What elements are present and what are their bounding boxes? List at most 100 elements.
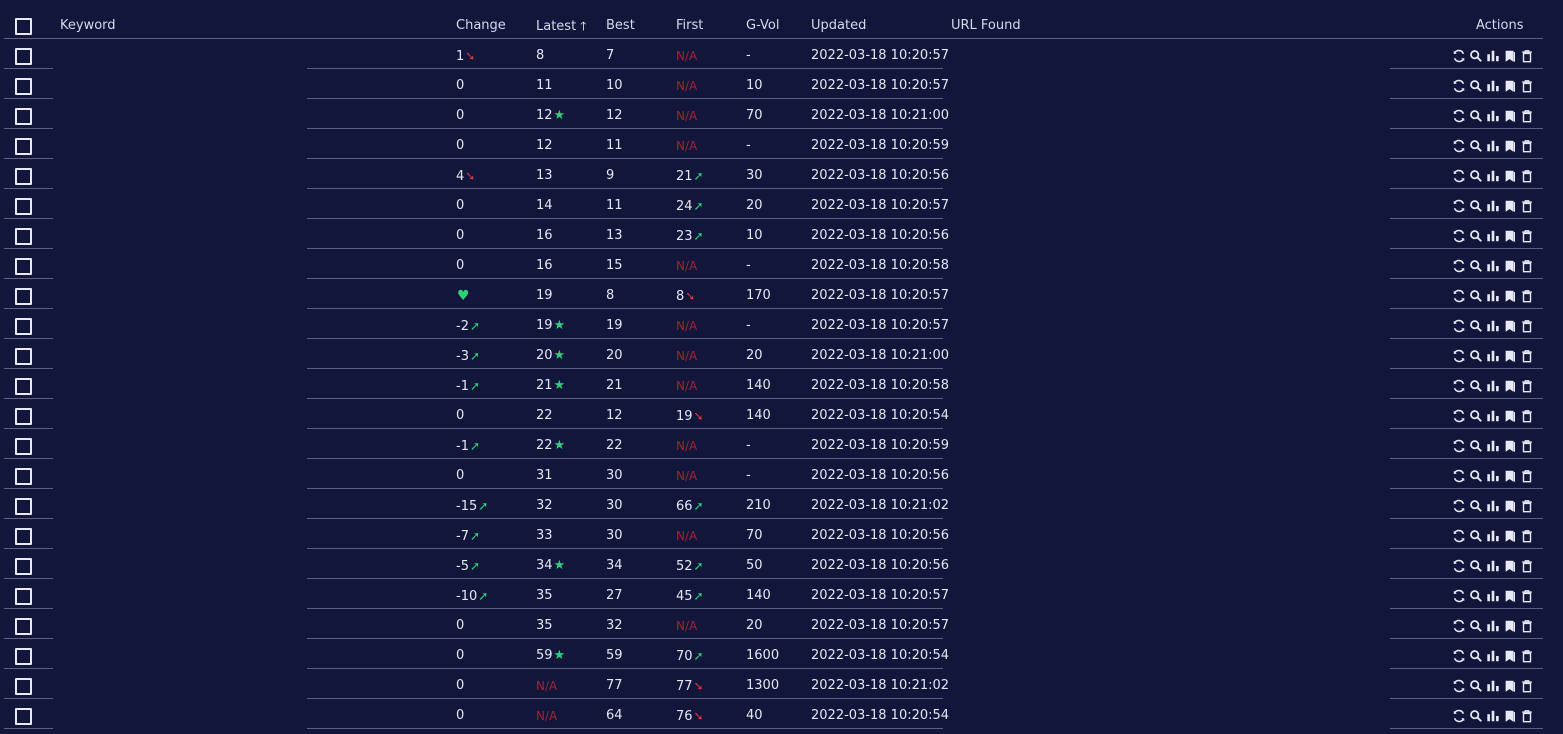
trash-icon[interactable] <box>1520 679 1534 693</box>
row-checkbox[interactable] <box>15 48 32 65</box>
trash-icon[interactable] <box>1520 349 1534 363</box>
trash-icon[interactable] <box>1520 529 1534 543</box>
select-all-checkbox[interactable] <box>15 18 32 35</box>
trash-icon[interactable] <box>1520 649 1534 663</box>
search-icon[interactable] <box>1469 349 1483 363</box>
trash-icon[interactable] <box>1520 319 1534 333</box>
refresh-icon[interactable] <box>1452 169 1466 183</box>
search-icon[interactable] <box>1469 49 1483 63</box>
trash-icon[interactable] <box>1520 169 1534 183</box>
column-header-keyword[interactable]: Keyword <box>60 18 116 33</box>
trash-icon[interactable] <box>1520 289 1534 303</box>
bookmark-icon[interactable] <box>1503 49 1517 63</box>
bookmark-icon[interactable] <box>1503 319 1517 333</box>
search-icon[interactable] <box>1469 409 1483 423</box>
chart-bars-icon[interactable] <box>1486 709 1500 723</box>
refresh-icon[interactable] <box>1452 349 1466 363</box>
refresh-icon[interactable] <box>1452 289 1466 303</box>
chart-bars-icon[interactable] <box>1486 289 1500 303</box>
refresh-icon[interactable] <box>1452 199 1466 213</box>
chart-bars-icon[interactable] <box>1486 199 1500 213</box>
row-checkbox[interactable] <box>15 648 32 665</box>
refresh-icon[interactable] <box>1452 439 1466 453</box>
row-checkbox[interactable] <box>15 528 32 545</box>
search-icon[interactable] <box>1469 619 1483 633</box>
chart-bars-icon[interactable] <box>1486 49 1500 63</box>
row-checkbox[interactable] <box>15 498 32 515</box>
row-checkbox[interactable] <box>15 378 32 395</box>
chart-bars-icon[interactable] <box>1486 349 1500 363</box>
bookmark-icon[interactable] <box>1503 709 1517 723</box>
chart-bars-icon[interactable] <box>1486 379 1500 393</box>
refresh-icon[interactable] <box>1452 559 1466 573</box>
chart-bars-icon[interactable] <box>1486 259 1500 273</box>
column-header-url-found[interactable]: URL Found <box>951 18 1021 33</box>
row-checkbox[interactable] <box>15 438 32 455</box>
row-checkbox[interactable] <box>15 198 32 215</box>
chart-bars-icon[interactable] <box>1486 169 1500 183</box>
bookmark-icon[interactable] <box>1503 589 1517 603</box>
refresh-icon[interactable] <box>1452 679 1466 693</box>
bookmark-icon[interactable] <box>1503 79 1517 93</box>
chart-bars-icon[interactable] <box>1486 79 1500 93</box>
column-header-latest[interactable]: Latest 🡑 <box>536 11 586 41</box>
refresh-icon[interactable] <box>1452 79 1466 93</box>
trash-icon[interactable] <box>1520 619 1534 633</box>
bookmark-icon[interactable] <box>1503 529 1517 543</box>
trash-icon[interactable] <box>1520 259 1534 273</box>
row-checkbox[interactable] <box>15 258 32 275</box>
chart-bars-icon[interactable] <box>1486 139 1500 153</box>
search-icon[interactable] <box>1469 79 1483 93</box>
chart-bars-icon[interactable] <box>1486 529 1500 543</box>
bookmark-icon[interactable] <box>1503 499 1517 513</box>
trash-icon[interactable] <box>1520 199 1534 213</box>
trash-icon[interactable] <box>1520 379 1534 393</box>
bookmark-icon[interactable] <box>1503 199 1517 213</box>
chart-bars-icon[interactable] <box>1486 499 1500 513</box>
bookmark-icon[interactable] <box>1503 349 1517 363</box>
refresh-icon[interactable] <box>1452 649 1466 663</box>
search-icon[interactable] <box>1469 709 1483 723</box>
trash-icon[interactable] <box>1520 139 1534 153</box>
refresh-icon[interactable] <box>1452 619 1466 633</box>
refresh-icon[interactable] <box>1452 109 1466 123</box>
search-icon[interactable] <box>1469 259 1483 273</box>
refresh-icon[interactable] <box>1452 379 1466 393</box>
column-header-gvol[interactable]: G-Vol <box>746 18 780 33</box>
chart-bars-icon[interactable] <box>1486 619 1500 633</box>
refresh-icon[interactable] <box>1452 589 1466 603</box>
search-icon[interactable] <box>1469 319 1483 333</box>
refresh-icon[interactable] <box>1452 499 1466 513</box>
chart-bars-icon[interactable] <box>1486 409 1500 423</box>
bookmark-icon[interactable] <box>1503 109 1517 123</box>
bookmark-icon[interactable] <box>1503 379 1517 393</box>
row-checkbox[interactable] <box>15 348 32 365</box>
bookmark-icon[interactable] <box>1503 679 1517 693</box>
trash-icon[interactable] <box>1520 469 1534 483</box>
row-checkbox[interactable] <box>15 468 32 485</box>
trash-icon[interactable] <box>1520 49 1534 63</box>
search-icon[interactable] <box>1469 529 1483 543</box>
chart-bars-icon[interactable] <box>1486 439 1500 453</box>
chart-bars-icon[interactable] <box>1486 589 1500 603</box>
bookmark-icon[interactable] <box>1503 169 1517 183</box>
search-icon[interactable] <box>1469 679 1483 693</box>
search-icon[interactable] <box>1469 589 1483 603</box>
bookmark-icon[interactable] <box>1503 289 1517 303</box>
trash-icon[interactable] <box>1520 109 1534 123</box>
search-icon[interactable] <box>1469 229 1483 243</box>
trash-icon[interactable] <box>1520 499 1534 513</box>
search-icon[interactable] <box>1469 169 1483 183</box>
column-header-best[interactable]: Best <box>606 18 635 33</box>
refresh-icon[interactable] <box>1452 229 1466 243</box>
trash-icon[interactable] <box>1520 409 1534 423</box>
chart-bars-icon[interactable] <box>1486 229 1500 243</box>
search-icon[interactable] <box>1469 649 1483 663</box>
refresh-icon[interactable] <box>1452 529 1466 543</box>
row-checkbox[interactable] <box>15 708 32 725</box>
bookmark-icon[interactable] <box>1503 259 1517 273</box>
row-checkbox[interactable] <box>15 408 32 425</box>
chart-bars-icon[interactable] <box>1486 109 1500 123</box>
bookmark-icon[interactable] <box>1503 469 1517 483</box>
trash-icon[interactable] <box>1520 709 1534 723</box>
